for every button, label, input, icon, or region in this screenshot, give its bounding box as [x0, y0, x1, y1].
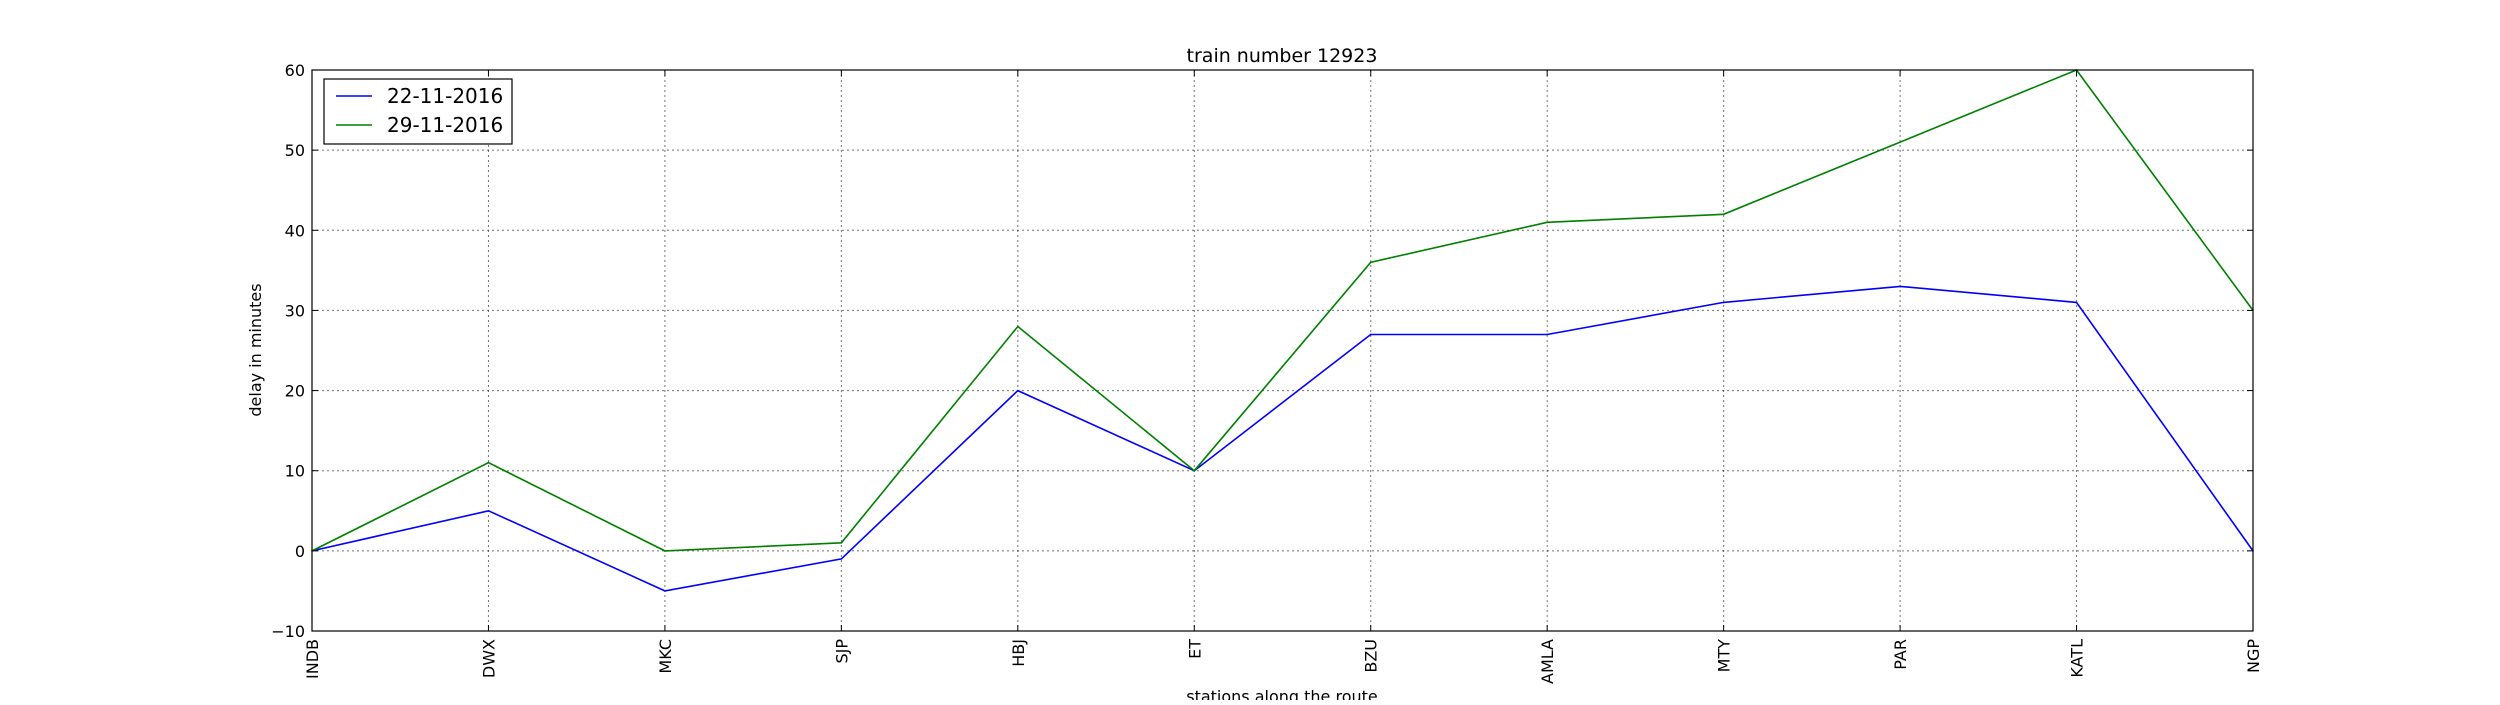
chart-title: train number 12923 [1187, 45, 1378, 67]
y-axis-label: delay in minutes [246, 283, 265, 416]
x-tick-label: MTY [1715, 639, 1734, 673]
x-tick-label: AMLA [1538, 639, 1557, 684]
data-point [840, 542, 843, 544]
legend-label-22-11-2016: 22-11-2016 [387, 84, 503, 108]
y-tick-label: 30 [285, 301, 305, 320]
x-tick-label: ET [1185, 639, 1204, 659]
x-tick-label: PAR [1891, 639, 1910, 670]
data-point [487, 461, 490, 464]
x-tick-label: HBJ [1009, 639, 1028, 667]
data-point [1193, 469, 1196, 472]
data-point [1899, 285, 1901, 288]
series-layer [311, 69, 2254, 592]
y-tick-label: 60 [285, 61, 305, 80]
y-tick-label: −10 [271, 622, 305, 641]
grid-layer [311, 69, 2254, 632]
legend-label-29-11-2016: 29-11-2016 [387, 113, 503, 137]
data-point [1899, 141, 1901, 143]
y-tick-label: 0 [295, 542, 305, 561]
tick-layer: INDB DWX MKC SJP HBJ ET BZU AMLA MTY PAR KATL NGP −1… [271, 61, 2263, 684]
y-tick-label: 10 [285, 462, 305, 481]
series-line-29-11-2016 [311, 69, 2254, 552]
data-point [1546, 333, 1548, 336]
x-tick-label: INDB [303, 639, 322, 679]
data-point [664, 550, 666, 552]
x-tick-label: SJP [832, 639, 851, 664]
data-point [1017, 325, 1019, 328]
plot-area-frame [311, 69, 2254, 632]
data-point [1546, 221, 1548, 224]
data-point [1722, 213, 1725, 216]
legend: 22-11-2016 29-11-2016 [323, 78, 513, 145]
x-tick-label: KATL [2068, 639, 2087, 678]
y-tick-label: 50 [285, 141, 305, 160]
data-point [1722, 301, 1725, 304]
data-point [2075, 301, 2078, 304]
data-point [1369, 333, 1372, 336]
series-line-22-11-2016 [311, 285, 2254, 592]
x-tick-label: BZU [1362, 639, 1381, 673]
data-point [1017, 389, 1019, 392]
x-tick-label: DWX [479, 639, 498, 678]
data-point [1369, 261, 1372, 264]
y-tick-label: 40 [285, 221, 305, 240]
data-point [664, 590, 666, 592]
data-point [487, 509, 490, 512]
x-tick-label: NGP [2244, 639, 2263, 673]
x-tick-label: MKC [656, 639, 675, 674]
data-point [840, 558, 843, 560]
legend-box [323, 78, 513, 145]
x-axis-label: stations along the route [1186, 687, 1378, 700]
y-tick-label: 20 [285, 382, 305, 401]
